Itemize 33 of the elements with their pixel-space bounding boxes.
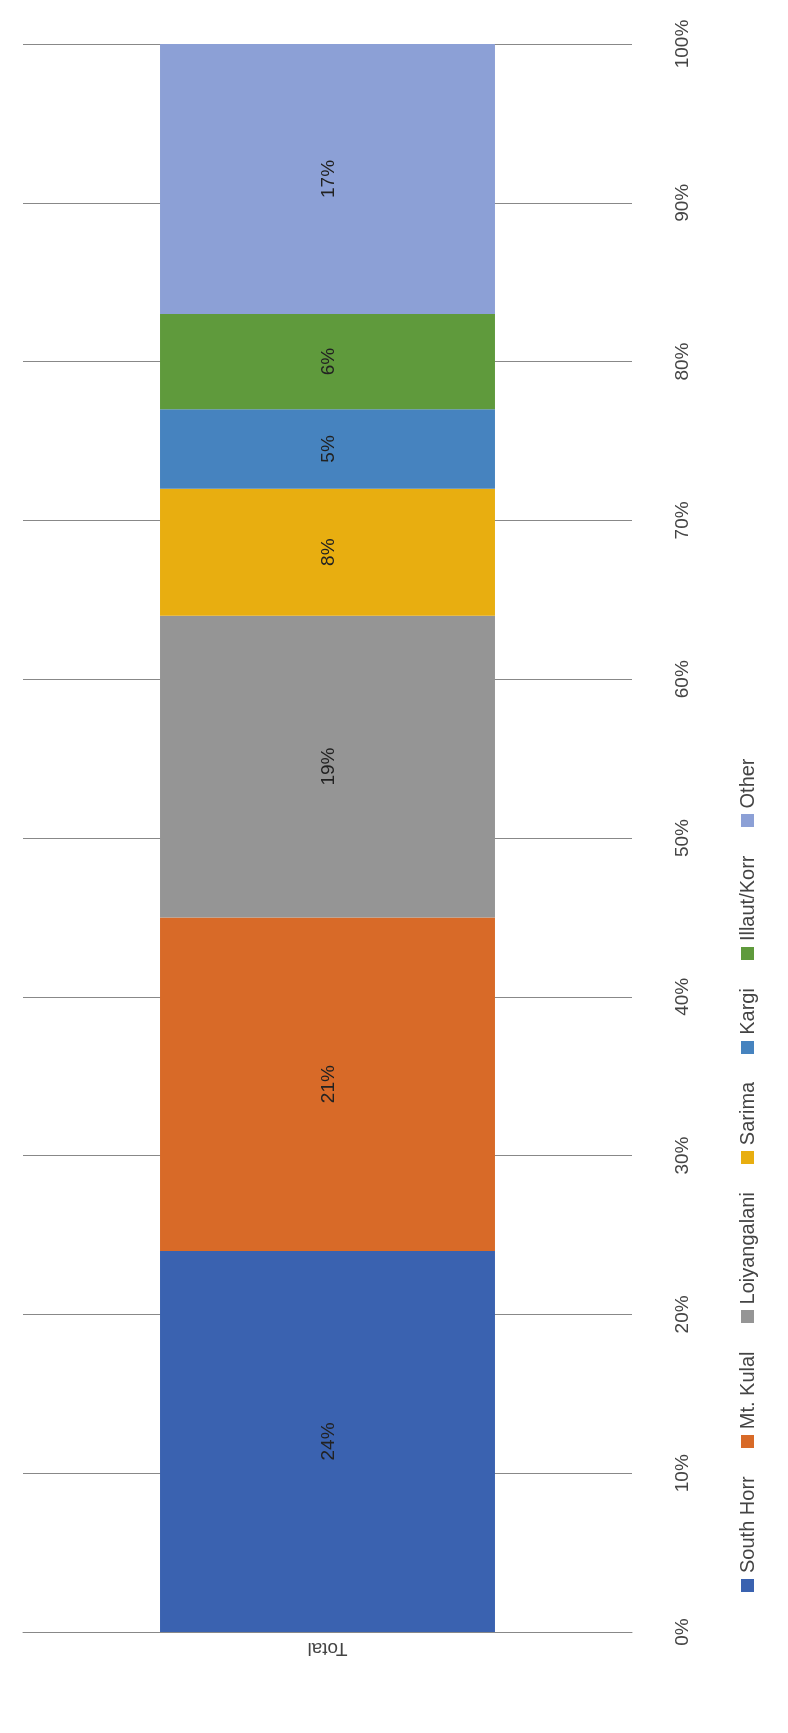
- data-label: 19%: [317, 747, 338, 786]
- bar: [160, 44, 495, 314]
- data-label: 8%: [317, 538, 338, 566]
- data-label: 17%: [317, 159, 338, 198]
- x-tick-label: Total: [307, 1639, 348, 1660]
- y-tick-label: 30%: [671, 1136, 692, 1175]
- y-tick-label: 60%: [671, 660, 692, 699]
- data-label: 21%: [317, 1065, 338, 1104]
- y-tick-label: 80%: [671, 342, 692, 381]
- data-label: 6%: [317, 347, 338, 376]
- bar: [160, 313, 495, 410]
- bar: [160, 1250, 495, 1632]
- y-tick-label: 10%: [671, 1454, 692, 1493]
- text: South Horr: [735, 1476, 759, 1573]
- y-tick-label: 50%: [671, 818, 692, 858]
- text: Mt. Kulal: [735, 1351, 759, 1430]
- y-tick-label: 70%: [671, 501, 692, 540]
- text: Illaut/Korr: [735, 855, 759, 942]
- text: Kargi: [735, 988, 759, 1035]
- y-tick-label: 40%: [671, 977, 692, 1016]
- y-tick-label: 100%: [671, 19, 692, 69]
- y-tick-label: 90%: [671, 183, 692, 222]
- bar: [160, 409, 495, 489]
- data-label: 24%: [317, 1422, 338, 1461]
- data-label: 5%: [317, 435, 338, 463]
- bar: [160, 615, 495, 918]
- text: Loiyangalani: [735, 1192, 759, 1305]
- bar: [160, 488, 495, 616]
- text: Other: [735, 758, 759, 809]
- y-tick-label: 20%: [671, 1295, 692, 1334]
- y-tick-label: 0%: [671, 1618, 692, 1646]
- text: Sarima: [735, 1081, 759, 1146]
- bar: [160, 917, 495, 1251]
